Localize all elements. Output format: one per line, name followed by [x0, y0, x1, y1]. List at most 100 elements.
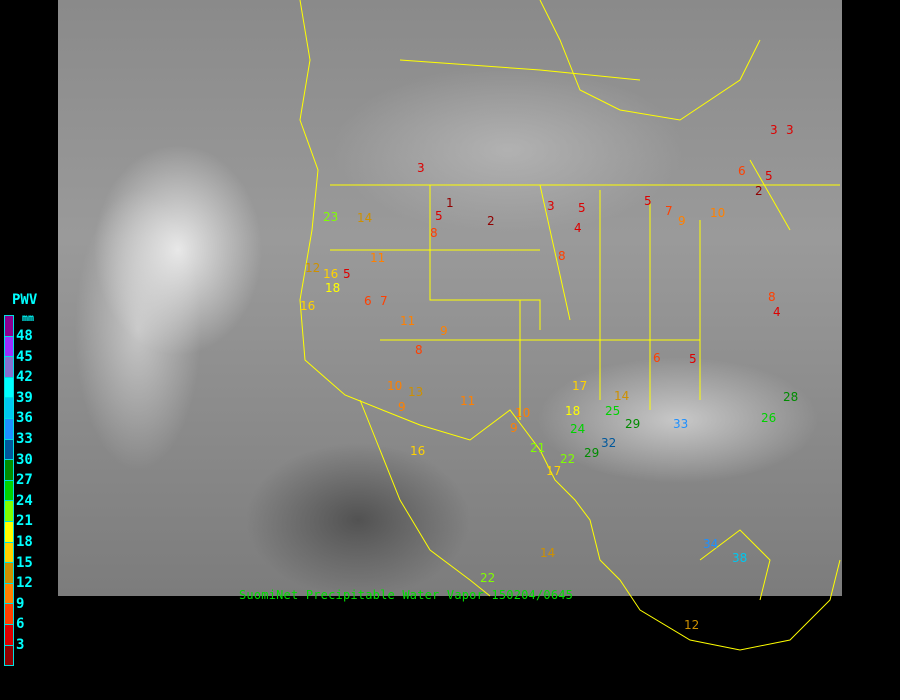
colorbar-swatch [4, 562, 14, 583]
station-value: 9 [510, 421, 518, 435]
station-value: 16 [300, 299, 315, 313]
station-value: 5 [343, 267, 351, 281]
station-value: 10 [515, 406, 530, 420]
station-value: 3 [770, 123, 778, 137]
station-value: 16 [323, 267, 338, 281]
station-value: 8 [430, 226, 438, 240]
station-value: 17 [546, 464, 561, 478]
station-value: 10 [387, 379, 402, 393]
station-value: 6 [364, 294, 372, 308]
colorbar-swatch [4, 397, 14, 418]
colorbar-swatch [4, 356, 14, 377]
colorbar-swatch [4, 582, 14, 604]
colorbar-unit: mm [22, 313, 35, 324]
colorbar-tick-label: 21 [16, 513, 33, 530]
station-value: 3 [417, 161, 425, 175]
station-value: 3 [786, 123, 794, 137]
colorbar [4, 315, 14, 667]
station-value: 18 [325, 281, 340, 295]
colorbar-swatch [4, 438, 14, 460]
colorbar-swatch [4, 315, 14, 336]
station-value: 8 [558, 249, 566, 263]
station-value: 13 [408, 385, 423, 399]
station-value: 12 [305, 261, 320, 275]
colorbar-swatch [4, 541, 14, 563]
station-value: 2 [487, 214, 495, 228]
station-value: 5 [689, 352, 697, 366]
station-value: 14 [614, 389, 629, 403]
colorbar-tick-label: 33 [16, 431, 33, 447]
colorbar-swatch [4, 520, 14, 542]
station-value: 16 [410, 444, 425, 458]
colorbar-tick-label: 36 [16, 410, 33, 427]
station-value: 6 [653, 351, 661, 365]
station-value: 22 [560, 452, 575, 466]
station-value: 5 [644, 194, 652, 208]
station-value: 18 [565, 404, 580, 418]
colorbar-swatch [4, 335, 14, 357]
station-value: 29 [584, 446, 599, 460]
station-value: 10 [710, 206, 725, 220]
station-value: 5 [435, 209, 443, 223]
colorbar-swatch [4, 459, 14, 480]
station-value: 34 [703, 537, 718, 551]
station-value: 4 [574, 221, 582, 235]
station-value: 14 [357, 211, 372, 225]
station-value: 3 [547, 199, 555, 213]
colorbar-tick-label: 6 [16, 616, 25, 633]
colorbar-swatch [4, 644, 14, 667]
colorbar-tick-label: 15 [16, 554, 33, 571]
station-value: 5 [765, 169, 773, 183]
station-value: 38 [732, 551, 747, 565]
colorbar-tick-label: 39 [16, 389, 33, 406]
colorbar-tick-label: 48 [16, 328, 33, 344]
station-value: 22 [480, 571, 495, 585]
station-value: 9 [398, 400, 406, 414]
map-caption: SuomiNet Precipitable Water Vapor 150204… [239, 588, 574, 602]
station-value: 11 [400, 314, 415, 328]
station-value: 8 [768, 290, 776, 304]
station-value: 32 [601, 436, 616, 450]
station-value: 11 [460, 394, 475, 408]
colorbar-tick-label: 18 [16, 534, 33, 550]
station-value: 9 [678, 214, 686, 228]
station-value: 29 [625, 417, 640, 431]
station-value: 7 [380, 294, 388, 308]
colorbar-tick-label: 3 [16, 637, 25, 653]
colorbar-swatch [4, 417, 14, 439]
colorbar-tick-label: 9 [16, 595, 25, 612]
colorbar-swatch [4, 603, 14, 624]
colorbar-tick-label: 27 [16, 472, 33, 489]
station-value: 33 [673, 417, 688, 431]
station-value: 11 [370, 251, 385, 265]
station-value: 9 [440, 324, 448, 338]
station-value: 24 [570, 422, 585, 436]
station-value: 14 [540, 546, 555, 560]
station-value: 8 [415, 343, 423, 357]
station-value: 7 [665, 204, 673, 218]
station-value: 6 [738, 164, 746, 178]
station-value: 17 [572, 379, 587, 393]
colorbar-title: PWV [12, 292, 38, 308]
station-value: 28 [783, 390, 798, 404]
station-value: 25 [605, 404, 620, 418]
colorbar-swatch [4, 500, 14, 521]
colorbar-tick-label: 45 [16, 348, 33, 365]
station-value: 2 [755, 184, 763, 198]
colorbar-tick-label: 42 [16, 369, 33, 386]
station-value: 23 [323, 210, 338, 224]
station-value: 21 [530, 441, 545, 455]
colorbar-tick-label: 30 [16, 451, 33, 468]
station-value: 5 [578, 201, 586, 215]
colorbar-tick-label: 24 [16, 492, 33, 509]
colorbar-swatch [4, 623, 14, 645]
station-value: 26 [761, 411, 776, 425]
colorbar-tick-label: 12 [16, 575, 33, 592]
state-borders [299, 0, 841, 651]
station-value: 12 [684, 618, 699, 632]
colorbar-swatch [4, 376, 14, 398]
station-value: 4 [773, 305, 781, 319]
station-value: 1 [446, 196, 454, 210]
